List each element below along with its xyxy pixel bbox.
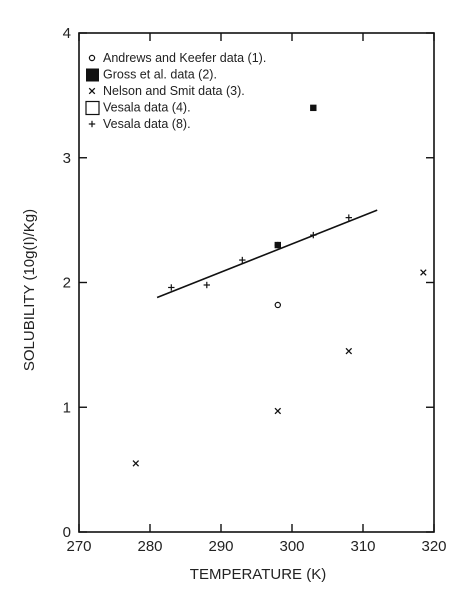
point-s0-0 [274,301,281,309]
legend-label-4: Vesala data (8). [103,117,191,131]
y-axis-title: SOLUBILITY (10g(I)/Kg) [21,209,38,371]
legend: Andrews and Keefer data (1). Gross et al.… [85,51,266,131]
y-tick-label-0: 0 [63,524,71,541]
x-tick-label-1: 280 [137,538,162,555]
x-tick-label-5: 320 [421,538,446,555]
x-tick-label-3: 300 [279,538,304,555]
point-s4-0 [168,284,175,291]
legend-marker-1 [86,68,99,82]
fit-line [156,209,378,299]
point-s4-1 [203,281,210,289]
tick-labels: 270 280 290 300 310 320 0 1 2 3 4 [63,25,447,555]
point-s2-2 [345,347,353,355]
legend-marker-2 [88,87,96,95]
legend-marker-3 [85,100,100,116]
legend-label-3: Vesala data (4). [103,101,191,115]
y-tick-label-1: 1 [63,399,71,416]
point-s4-2 [239,256,246,264]
point-s4-4 [310,231,317,239]
x-axis-title: TEMPERATURE (K) [190,566,326,583]
data-points [132,104,427,467]
point-s4-5 [345,214,352,221]
point-s4-3 [274,241,281,249]
legend-label-1: Gross et al. data (2). [103,68,217,82]
point-s1-0 [310,104,317,112]
x-tick-label-2: 290 [208,538,233,555]
legend-marker-4 [88,120,96,128]
legend-marker-0 [88,54,96,62]
y-tick-label-2: 2 [63,275,71,292]
x-tick-label-4: 310 [350,538,375,555]
axis-ticks [78,32,435,533]
legend-label-0: Andrews and Keefer data (1). [103,51,266,65]
x-tick-label-0: 270 [66,538,91,555]
y-tick-label-3: 3 [63,150,71,167]
point-s2-0 [132,460,140,467]
point-s2-1 [274,407,282,415]
point-s2-3 [420,269,427,276]
legend-label-2: Nelson and Smit data (3). [103,84,245,98]
y-tick-label-4: 4 [63,25,71,42]
